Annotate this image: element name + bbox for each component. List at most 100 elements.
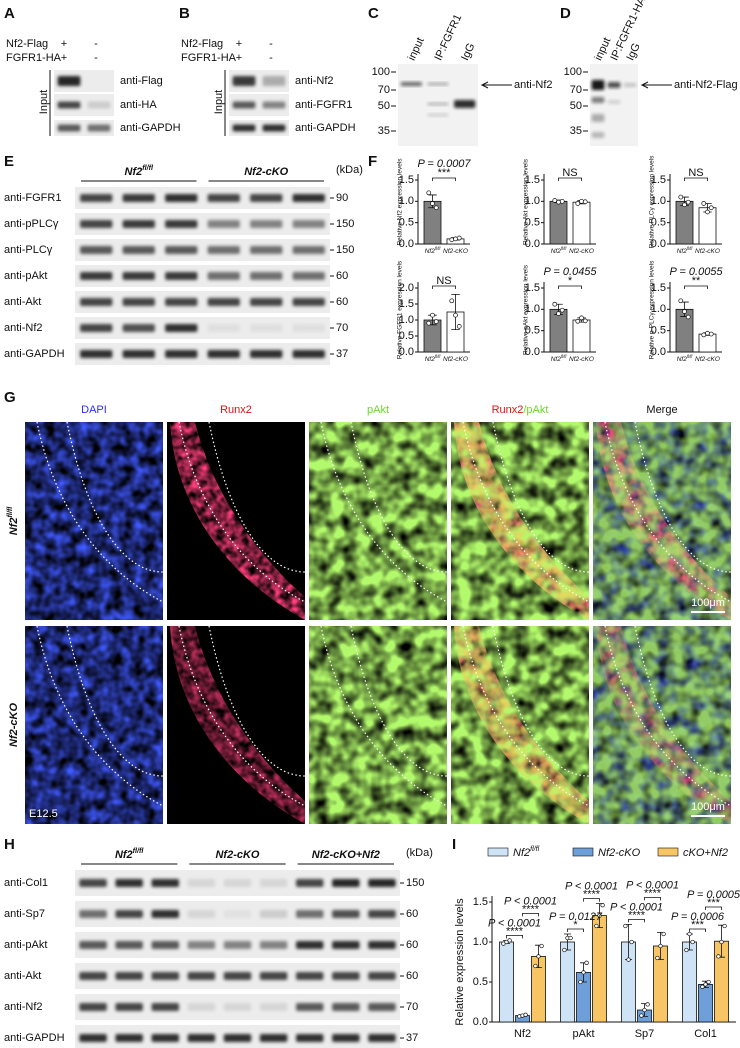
blot-band	[296, 879, 324, 887]
y-tick-label: 1.0	[651, 303, 666, 315]
x-tick-label: Nf2	[514, 1028, 531, 1040]
p-value: P < 0.0001	[610, 901, 663, 913]
bar	[682, 941, 697, 1023]
bar	[592, 915, 607, 1023]
significance-stars: ***	[691, 919, 705, 931]
panel-label: I	[452, 836, 456, 853]
blot-band	[607, 82, 621, 88]
group-label: Nf2fl/fl	[125, 164, 154, 178]
p-value: P < 0.0001	[626, 879, 679, 891]
data-point	[597, 913, 602, 918]
row-label-base: Nf2-cKO	[8, 703, 20, 747]
blot-band	[259, 1034, 288, 1042]
blot-band	[80, 272, 113, 280]
blot-band	[80, 246, 113, 254]
blot-band	[115, 910, 143, 918]
kda-label: 37	[406, 1032, 418, 1044]
blot-band	[591, 114, 605, 122]
condition-label: FGFR1-HA	[181, 52, 237, 64]
significance-stars: NS	[436, 275, 451, 287]
p-value: P < 0.0001	[488, 917, 541, 929]
blot-background	[54, 120, 114, 136]
blot-band	[122, 194, 155, 202]
blot-band	[87, 124, 111, 132]
blot-label: anti-Flag	[120, 75, 163, 87]
marker-label: 70	[570, 84, 582, 96]
blot-band	[122, 272, 155, 280]
blot-band	[165, 246, 198, 254]
blot-band	[223, 1003, 252, 1011]
data-point	[579, 315, 584, 321]
condition-sign: -	[269, 52, 273, 64]
y-tick-label: 1.5	[651, 174, 666, 186]
condition-label: FGFR1-HA	[6, 52, 62, 64]
stain	[309, 422, 447, 620]
p-value: P < 0.0001	[565, 881, 618, 893]
y-tick-label: 1.0	[525, 195, 540, 207]
group-label: Nf2fl/fl	[115, 847, 144, 861]
unit-label: (kDa)	[336, 164, 363, 176]
data-point	[678, 298, 684, 304]
condition-sign: +	[61, 52, 67, 64]
group-label-sup: fl/fl	[133, 847, 145, 855]
blot-band	[623, 83, 637, 87]
significance-stars: ****	[506, 925, 524, 937]
boundary-line	[320, 625, 448, 807]
x-tick-label: Nf2-cKO	[695, 248, 720, 255]
data-point	[626, 957, 631, 962]
data-point	[687, 931, 692, 937]
x-tick-label-base: Nf2-cKO	[569, 356, 594, 363]
blot-band	[187, 1034, 216, 1042]
data-point	[629, 939, 634, 945]
kda-label: 60	[406, 908, 418, 920]
x-tick-label-sup: fl/fl	[435, 354, 441, 359]
kda-label: 150	[336, 218, 354, 230]
blot-band	[296, 1034, 324, 1042]
data-point	[582, 199, 588, 205]
blot-band	[122, 246, 155, 254]
blot-band	[223, 972, 252, 980]
x-tick-label: pAkt	[572, 1028, 594, 1040]
blot-band	[368, 910, 396, 918]
p-value: P < 0.0001	[504, 895, 557, 907]
y-axis-title: Relative Nf2 expression levels	[397, 158, 404, 246]
blot-band	[250, 324, 283, 332]
blot-band	[79, 941, 107, 949]
significance-bracket	[684, 285, 708, 289]
unit-label: (kDa)	[406, 847, 433, 859]
data-point	[690, 939, 695, 945]
blot-band	[115, 1003, 143, 1011]
blot-band	[207, 350, 240, 358]
blot-band	[87, 101, 111, 109]
data-point	[456, 324, 462, 329]
condition-sign: -	[269, 38, 273, 50]
data-point	[582, 318, 588, 324]
blot-band	[165, 324, 198, 332]
boundary-line	[634, 625, 732, 777]
blot-band	[296, 941, 324, 949]
data-point	[568, 935, 573, 941]
blot-band	[122, 324, 155, 332]
stain	[593, 626, 731, 824]
boundary-line	[492, 421, 590, 573]
data-point	[705, 330, 710, 336]
data-point	[623, 923, 628, 929]
blot-band	[207, 220, 240, 228]
group-label-base: Nf2	[125, 166, 143, 178]
blot-band	[187, 879, 216, 887]
group-label: Nf2-cKO	[215, 849, 259, 861]
x-tick-label-base: Nf2-cKO	[695, 356, 720, 363]
data-point	[642, 1007, 647, 1013]
blot-background	[75, 317, 330, 339]
column-header-part: pAkt	[367, 404, 389, 416]
blot-band	[187, 1003, 216, 1011]
blot-band	[207, 324, 240, 332]
p-value: P = 0.0127	[549, 911, 603, 923]
x-tick-label: Sp7	[635, 1028, 655, 1040]
panel-label: B	[179, 5, 190, 22]
group-label-base: Nf2-cKO+Nf2	[312, 849, 380, 861]
bar	[549, 200, 568, 245]
blot-band	[232, 101, 256, 109]
condition-sign: +	[61, 38, 67, 50]
